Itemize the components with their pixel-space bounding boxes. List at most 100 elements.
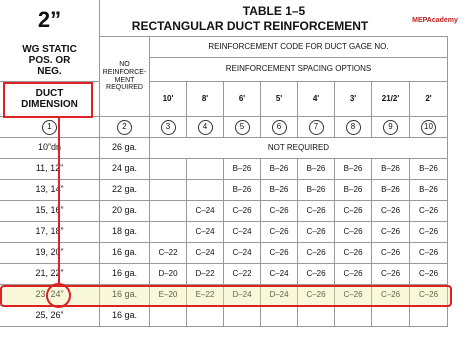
code: C–26 (298, 243, 335, 264)
code (187, 159, 224, 180)
pressure-label: WG STATIC POS. OR NEG. (0, 40, 100, 82)
dimension: 21, 22” (0, 264, 100, 285)
code: B–26 (298, 180, 335, 201)
table-title: RECTANGULAR DUCT REINFORCEMENT (131, 19, 369, 34)
code: C–26 (335, 264, 372, 285)
row-highlight (0, 285, 452, 307)
code: C–26 (261, 243, 298, 264)
code: C–26 (261, 201, 298, 222)
code (372, 306, 410, 327)
gage: 16 ga. (100, 264, 150, 285)
column-number-cell: 8 (335, 117, 372, 138)
code (150, 201, 187, 222)
not-required: NOT REQUIRED (150, 138, 448, 159)
code: D–20 (150, 264, 187, 285)
gage: 16 ga. (100, 306, 150, 327)
column-number: 6 (271, 119, 287, 135)
code: C–24 (261, 264, 298, 285)
gage: 22 ga. (100, 180, 150, 201)
code: C–26 (298, 264, 335, 285)
column-number: 9 (383, 119, 398, 135)
code: C–26 (261, 222, 298, 243)
column-number: 3 (160, 119, 176, 135)
spacing: 8' (187, 82, 224, 117)
code: C–24 (187, 222, 224, 243)
code-label: REINFORCEMENT CODE FOR DUCT GAGE NO. (150, 36, 448, 58)
code: C–26 (372, 222, 410, 243)
code (187, 306, 224, 327)
column-number-cell: 6 (261, 117, 298, 138)
dimension: 25, 26” (0, 306, 100, 327)
column-number: 5 (234, 119, 250, 135)
code: C–26 (335, 222, 372, 243)
annotation-circle (46, 283, 71, 308)
code: D–22 (187, 264, 224, 285)
code: B–26 (224, 159, 261, 180)
code (187, 180, 224, 201)
spacing: 6' (224, 82, 261, 117)
code: C–22 (150, 243, 187, 264)
code (150, 222, 187, 243)
code (150, 306, 187, 327)
annotation-box (3, 82, 93, 118)
code: C–26 (372, 201, 410, 222)
column-number: 2 (117, 119, 132, 135)
code: B–26 (335, 180, 372, 201)
code: C–26 (410, 201, 448, 222)
spacing: 2' (410, 82, 448, 117)
dimension: 15, 16” (0, 201, 100, 222)
dimension: 17, 18” (0, 222, 100, 243)
column-number-cell: 1 (0, 117, 100, 138)
column-number-cell: 7 (298, 117, 335, 138)
gage: 24 ga. (100, 159, 150, 180)
code (410, 306, 448, 327)
spacing: 3' (335, 82, 372, 117)
code: C–26 (372, 243, 410, 264)
column-number: 1 (42, 119, 57, 135)
column-number-cell: 9 (372, 117, 410, 138)
pressure: 2” (0, 0, 100, 40)
code (150, 180, 187, 201)
code: B–26 (372, 159, 410, 180)
column-number: 10 (421, 119, 436, 135)
column-number-cell: 2 (100, 117, 150, 138)
code: C–26 (335, 243, 372, 264)
code: C–26 (298, 201, 335, 222)
spacing: 10' (150, 82, 187, 117)
dimension: 19, 20” (0, 243, 100, 264)
column-number-cell: 4 (187, 117, 224, 138)
dimension: 11, 12” (0, 159, 100, 180)
spacing: 21/2' (372, 82, 410, 117)
gage: 20 ga. (100, 201, 150, 222)
code: C–26 (410, 264, 448, 285)
column-number: 8 (345, 119, 361, 135)
gage: 26 ga. (100, 138, 150, 159)
code (261, 306, 298, 327)
column-number-cell: 5 (224, 117, 261, 138)
code: C–26 (335, 201, 372, 222)
logo: MEPAcademy (412, 17, 458, 25)
code: C–24 (187, 201, 224, 222)
code: C–26 (298, 222, 335, 243)
code: C–22 (224, 264, 261, 285)
column-number: 7 (308, 119, 324, 135)
code: B–26 (372, 180, 410, 201)
code: C–26 (224, 201, 261, 222)
spacing: 4' (298, 82, 335, 117)
code: B–26 (335, 159, 372, 180)
code: C–24 (224, 243, 261, 264)
code: C–26 (410, 243, 448, 264)
code: B–26 (261, 180, 298, 201)
gage: 18 ga. (100, 222, 150, 243)
code: B–26 (410, 180, 448, 201)
code: C–24 (224, 222, 261, 243)
code: B–26 (224, 180, 261, 201)
dimension: 10”dn (0, 138, 100, 159)
code (298, 306, 335, 327)
code: B–26 (261, 159, 298, 180)
column-number-cell: 10 (410, 117, 448, 138)
dimension: 13, 14” (0, 180, 100, 201)
code: C–24 (187, 243, 224, 264)
code: B–26 (298, 159, 335, 180)
